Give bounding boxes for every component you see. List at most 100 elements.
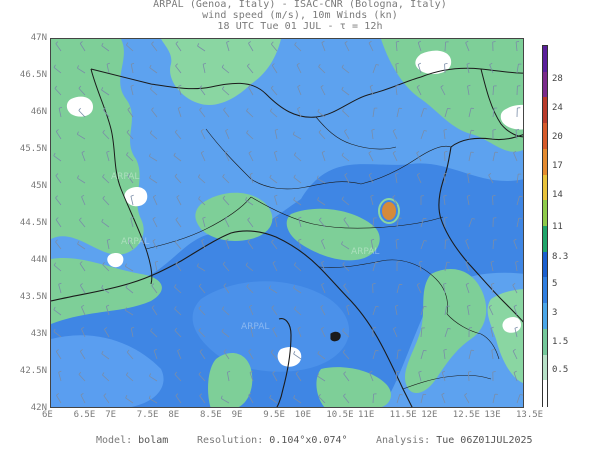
wind-barb bbox=[274, 152, 278, 162]
wind-barb-feather bbox=[320, 304, 324, 308]
wind-barb-feather bbox=[444, 151, 448, 153]
wind-barb bbox=[371, 130, 374, 140]
wind-barb bbox=[444, 328, 449, 338]
wind-barb bbox=[199, 87, 206, 96]
wind-barb-feather bbox=[272, 260, 276, 264]
wind-barb bbox=[125, 309, 134, 316]
latitude-label: 46.5N bbox=[19, 70, 47, 80]
wind-barb bbox=[372, 393, 374, 404]
wind-barb-feather bbox=[53, 262, 57, 266]
footer-analysis: Analysis: Tue 06Z01JUL2025 bbox=[376, 436, 533, 446]
wind-barb bbox=[245, 264, 254, 272]
wind-zone-green-corsica bbox=[208, 353, 253, 407]
latitude-label: 46N bbox=[30, 107, 47, 117]
wind-barb bbox=[226, 372, 230, 382]
wind-barb bbox=[249, 174, 254, 184]
wind-barb-feather bbox=[199, 85, 203, 89]
wind-barb bbox=[492, 152, 496, 162]
wind-barb-feather bbox=[418, 40, 422, 43]
wind-barb-feather bbox=[341, 152, 344, 156]
wind-barb bbox=[420, 394, 424, 404]
wind-barb-feather bbox=[293, 395, 296, 399]
wind-barb bbox=[342, 351, 350, 360]
wind-barb-feather bbox=[423, 240, 427, 242]
wind-barb-feather bbox=[178, 106, 182, 109]
wind-barb-feather bbox=[317, 350, 320, 354]
wind-barb bbox=[341, 243, 350, 250]
wind-barb-feather bbox=[149, 86, 153, 90]
wind-barb-feather bbox=[342, 108, 345, 112]
wind-barb-feather bbox=[274, 150, 278, 153]
wind-barb bbox=[154, 262, 158, 272]
wind-barb-feather bbox=[515, 260, 519, 263]
colorbar-segment bbox=[543, 380, 547, 408]
wind-barb-feather bbox=[222, 195, 226, 199]
wind-barb bbox=[77, 67, 86, 74]
wind-barb-feather bbox=[295, 371, 299, 374]
wind-barb-feather bbox=[513, 370, 517, 373]
wind-barb bbox=[174, 308, 182, 316]
colorbar-segment bbox=[543, 123, 547, 151]
wind-barb bbox=[271, 241, 278, 250]
wind-barb bbox=[102, 374, 110, 382]
wind-barb bbox=[274, 130, 278, 140]
wind-barb-feather bbox=[196, 263, 199, 267]
colorbar-label: 20 bbox=[552, 132, 563, 142]
wind-barb bbox=[58, 284, 62, 294]
colorbar-label: 17 bbox=[552, 161, 563, 171]
wind-barb-feather bbox=[175, 63, 178, 67]
wind-barb-feather bbox=[149, 373, 152, 377]
wind-barb-feather bbox=[488, 304, 492, 308]
coastline-elba bbox=[330, 331, 341, 342]
wind-barb-feather bbox=[346, 304, 350, 307]
latitude-label: 47N bbox=[30, 33, 47, 43]
wind-barb-feather bbox=[55, 217, 59, 220]
wind-barb bbox=[126, 374, 134, 382]
longitude-label: 12E bbox=[421, 410, 438, 420]
wind-barb-feather bbox=[369, 370, 373, 374]
wind-barb bbox=[53, 331, 62, 338]
wind-barb-feather bbox=[78, 85, 82, 89]
wind-barb bbox=[444, 41, 446, 52]
wind-barb bbox=[55, 197, 62, 206]
wind-barb bbox=[466, 196, 470, 206]
wind-barb-feather bbox=[247, 217, 250, 221]
wind-barb bbox=[175, 219, 182, 228]
wind-barb-feather bbox=[515, 128, 520, 131]
wind-barb-feather bbox=[372, 283, 376, 285]
wind-barb-feather bbox=[150, 328, 153, 332]
wind-barb bbox=[149, 375, 158, 382]
wind-barb bbox=[177, 108, 182, 118]
wind-barb bbox=[294, 264, 302, 272]
wind-barb-feather bbox=[225, 128, 229, 132]
wind-barb bbox=[101, 89, 110, 96]
wind-barb bbox=[175, 43, 182, 52]
wind-barb-feather bbox=[225, 238, 229, 241]
wind-barb bbox=[153, 350, 158, 360]
wind-barb-feather bbox=[467, 172, 471, 175]
wind-barb-feather bbox=[270, 349, 274, 353]
colorbar-segment bbox=[543, 97, 547, 125]
wind-barb-feather bbox=[344, 172, 348, 176]
wind-barb-feather bbox=[199, 107, 202, 111]
wind-barb bbox=[102, 198, 110, 206]
wind-barb bbox=[492, 239, 494, 250]
wind-barb bbox=[103, 109, 110, 118]
wind-barb-feather bbox=[76, 131, 79, 135]
wind-barb-feather bbox=[221, 86, 225, 90]
wind-barb-feather bbox=[298, 238, 302, 241]
wind-barb bbox=[173, 155, 182, 162]
wind-barb bbox=[321, 262, 326, 272]
wind-barb-feather bbox=[344, 129, 347, 132]
wind-barb-feather bbox=[270, 41, 274, 45]
wind-barb-feather bbox=[317, 108, 320, 112]
coastlines bbox=[51, 134, 523, 407]
wind-barb-feather bbox=[79, 261, 83, 264]
wind-barb bbox=[149, 398, 158, 404]
wind-barb bbox=[295, 373, 302, 382]
wind-barb-feather bbox=[130, 194, 134, 197]
wind-barb-feather bbox=[77, 175, 80, 179]
wind-barb bbox=[81, 152, 86, 162]
colorbar-label: 3 bbox=[552, 308, 558, 318]
wind-barb bbox=[297, 328, 302, 338]
